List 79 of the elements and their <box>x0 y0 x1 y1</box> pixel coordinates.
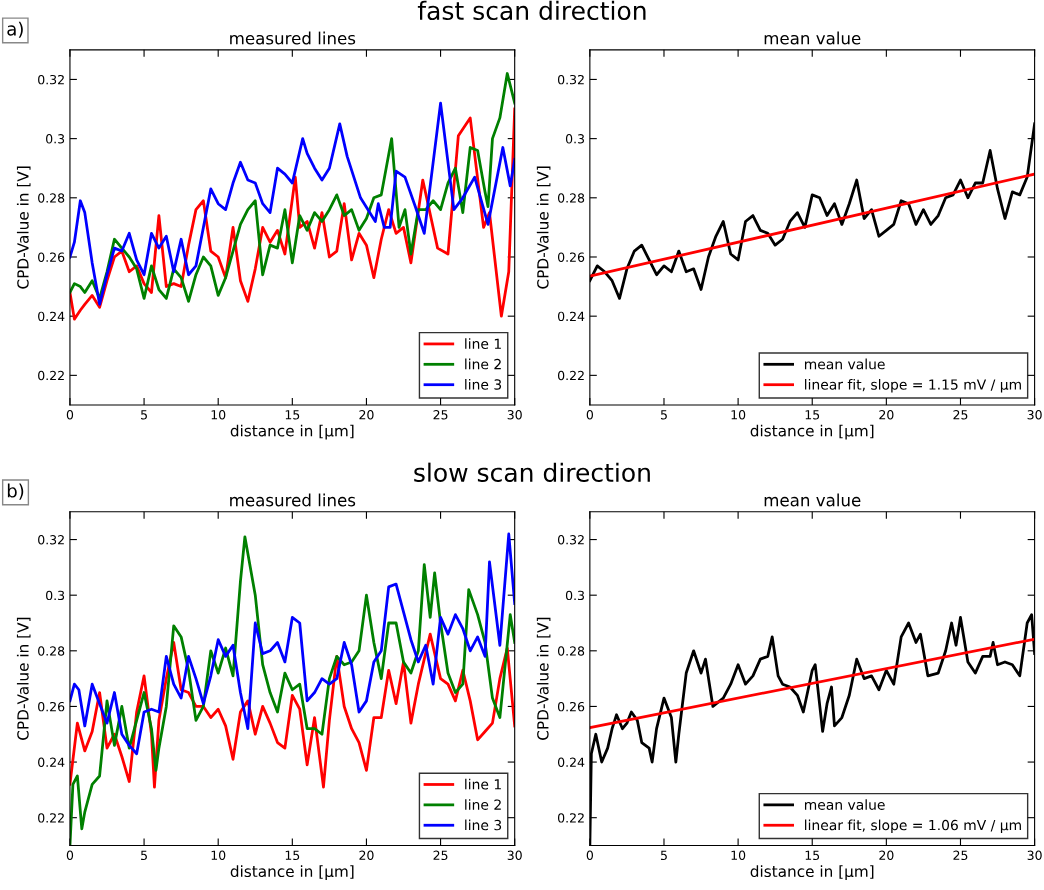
text: a) <box>7 21 23 38</box>
y-axis-title: CPD-Value in [V] <box>16 617 31 740</box>
x-tick-label: 15 <box>285 410 300 420</box>
y-tick-label: 0.26 <box>557 701 585 712</box>
y-tick-label: 0.3 <box>565 134 584 144</box>
x-tick-label: 30 <box>507 410 522 420</box>
chart-title: mean value <box>764 31 861 45</box>
x-tick-label: 25 <box>433 410 448 420</box>
y-axis-title: CPD-Value in [V] <box>536 166 551 289</box>
x-axis-title: distance in [μm] <box>750 424 874 440</box>
x-axis-title: distance in [μm] <box>750 865 874 881</box>
text: b) <box>7 483 24 500</box>
y-tick-label: 0.32 <box>557 535 584 545</box>
y-tick-label: 0.26 <box>38 701 65 712</box>
legend-label: line 1 <box>465 338 501 349</box>
legend-label: line 3 <box>465 819 502 831</box>
chart-title: measured lines <box>230 31 356 45</box>
line-series <box>69 532 515 756</box>
y-tick-label: 0.32 <box>38 74 64 85</box>
y-tick-label: 0.3 <box>46 590 65 601</box>
y-tick-label: 0.22 <box>38 370 64 381</box>
legend-label: linear fit, slope = 1.06 mV / μm <box>805 819 1021 833</box>
y-tick-label: 0.26 <box>38 252 65 262</box>
x-tick-label: 25 <box>953 850 968 861</box>
x-tick-label: 5 <box>660 850 667 861</box>
y-tick-label: 0.22 <box>38 813 64 823</box>
x-tick-label: 0 <box>586 850 594 861</box>
legend-label: linear fit, slope = 1.15 mV / μm <box>805 379 1021 393</box>
legend-label: mean value <box>804 799 885 810</box>
y-tick-label: 0.28 <box>38 646 65 656</box>
chart-title: mean value <box>764 493 861 507</box>
legend-label: line 1 <box>465 778 501 790</box>
y-tick-label: 0.24 <box>557 757 585 767</box>
x-tick-label: 10 <box>731 410 746 420</box>
x-tick-label: 10 <box>731 850 746 861</box>
chart-title: measured lines <box>230 493 356 507</box>
x-tick-label: 10 <box>211 850 226 861</box>
x-tick-label: 20 <box>359 410 374 420</box>
y-tick-label: 0.32 <box>557 74 584 85</box>
y-tick-label: 0.24 <box>38 311 65 322</box>
y-tick-label: 0.28 <box>557 193 585 203</box>
text: slow scan direction <box>414 462 650 482</box>
x-tick-label: 0 <box>586 410 594 420</box>
x-tick-label: 5 <box>660 410 667 420</box>
x-axis-title: distance in [μm] <box>230 865 354 881</box>
y-tick-label: 0.22 <box>557 370 584 381</box>
x-tick-label: 0 <box>66 410 74 420</box>
x-tick-label: 30 <box>507 850 522 861</box>
y-tick-label: 0.28 <box>38 193 65 203</box>
x-tick-label: 30 <box>1027 850 1042 861</box>
y-tick-label: 0.32 <box>38 535 64 545</box>
x-tick-label: 15 <box>285 850 300 861</box>
x-tick-label: 5 <box>141 850 147 861</box>
y-tick-label: 0.22 <box>557 813 584 823</box>
y-tick-label: 0.24 <box>38 757 65 767</box>
x-tick-label: 0 <box>66 850 74 861</box>
x-axis-title: distance in [μm] <box>230 424 354 440</box>
y-axis-title: CPD-Value in [V] <box>536 617 551 740</box>
legend-label: line 2 <box>465 358 501 370</box>
x-tick-label: 10 <box>211 410 226 420</box>
x-tick-label: 20 <box>879 850 894 861</box>
y-axis-title: CPD-Value in [V] <box>16 166 31 289</box>
y-tick-label: 0.3 <box>565 590 584 601</box>
x-tick-label: 20 <box>879 410 894 420</box>
y-tick-label: 0.26 <box>557 252 585 262</box>
y-tick-label: 0.28 <box>557 646 585 656</box>
text: fast scan direction <box>417 0 646 21</box>
x-tick-label: 30 <box>1027 410 1042 420</box>
x-tick-label: 20 <box>359 850 374 861</box>
legend-label: line 2 <box>465 799 501 810</box>
x-tick-label: 15 <box>805 410 820 420</box>
y-tick-label: 0.24 <box>557 311 585 322</box>
x-tick-label: 5 <box>141 410 147 420</box>
legend-label: mean value <box>804 358 885 370</box>
x-tick-label: 25 <box>953 410 968 420</box>
x-tick-label: 15 <box>805 850 820 861</box>
x-tick-label: 25 <box>433 850 448 861</box>
y-tick-label: 0.3 <box>46 134 65 144</box>
legend-label: line 3 <box>465 379 502 390</box>
